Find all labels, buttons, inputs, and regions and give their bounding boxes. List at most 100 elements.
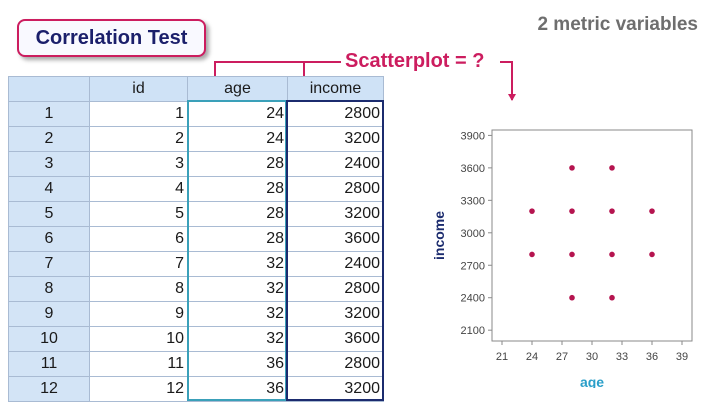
- cell-id[interactable]: 6: [89, 226, 188, 252]
- x-tick-label: 39: [676, 351, 688, 363]
- table-row: 6 6 28 3600: [8, 226, 384, 252]
- header-row: id age income: [8, 76, 384, 102]
- cell-income[interactable]: 3600: [287, 226, 384, 252]
- x-tick-label: 36: [646, 351, 658, 363]
- x-tick-label: 33: [616, 351, 628, 363]
- cell-age[interactable]: 32: [187, 301, 288, 327]
- data-point: [529, 208, 535, 214]
- cell-income[interactable]: 3600: [287, 326, 384, 352]
- scatterplot-callout: Scatterplot = ?: [345, 50, 485, 72]
- subtitle: 2 metric variables: [537, 14, 698, 35]
- y-tick-label: 3000: [461, 228, 485, 240]
- row-number[interactable]: 6: [8, 226, 90, 252]
- cell-income[interactable]: 3200: [287, 126, 384, 152]
- cell-id[interactable]: 11: [89, 351, 188, 377]
- cell-age[interactable]: 36: [187, 376, 288, 402]
- grid-corner-cell[interactable]: [8, 76, 90, 102]
- column-header-income[interactable]: income: [287, 76, 384, 102]
- data-point: [609, 251, 615, 258]
- table-row: 3 3 28 2400: [8, 151, 384, 177]
- table-row: 10 10 32 3600: [8, 326, 384, 352]
- cell-age[interactable]: 28: [187, 201, 288, 227]
- table-row: 2 2 24 3200: [8, 126, 384, 152]
- row-number[interactable]: 4: [8, 176, 90, 202]
- cell-id[interactable]: 3: [89, 151, 188, 177]
- cell-age[interactable]: 24: [187, 101, 288, 127]
- data-point: [569, 251, 575, 258]
- cell-age[interactable]: 32: [187, 326, 288, 352]
- table-row: 7 7 32 2400: [8, 251, 384, 277]
- row-number[interactable]: 5: [8, 201, 90, 227]
- table-row: 1 1 24 2800: [8, 101, 384, 127]
- x-tick-label: 30: [586, 351, 598, 363]
- cell-id[interactable]: 4: [89, 176, 188, 202]
- cell-age[interactable]: 36: [187, 351, 288, 377]
- table-row: 5 5 28 3200: [8, 201, 384, 227]
- cell-income[interactable]: 2800: [287, 101, 384, 127]
- row-number[interactable]: 8: [8, 276, 90, 302]
- table-row: 8 8 32 2800: [8, 276, 384, 302]
- cell-age[interactable]: 28: [187, 226, 288, 252]
- y-tick-label: 2400: [461, 293, 485, 305]
- row-number[interactable]: 1: [8, 101, 90, 127]
- cell-id[interactable]: 2: [89, 126, 188, 152]
- cell-id[interactable]: 7: [89, 251, 188, 277]
- row-number[interactable]: 2: [8, 126, 90, 152]
- table-row: 9 9 32 3200: [8, 301, 384, 327]
- data-point: [649, 251, 655, 258]
- data-point: [609, 294, 615, 301]
- x-tick-label: 27: [556, 351, 568, 363]
- cell-id[interactable]: 8: [89, 276, 188, 302]
- row-number[interactable]: 7: [8, 251, 90, 277]
- table-row: 12 12 36 3200: [8, 376, 384, 402]
- data-grid: id age income 1 1 24 2800 2 2 24 3200 3 3 28 2400 4 4…: [8, 76, 384, 402]
- x-tick-label: 24: [526, 351, 538, 363]
- cell-income[interactable]: 2800: [287, 176, 384, 202]
- cell-income[interactable]: 3200: [287, 201, 384, 227]
- cell-id[interactable]: 5: [89, 201, 188, 227]
- y-axis-label: income: [431, 211, 447, 260]
- cell-id[interactable]: 12: [89, 376, 188, 402]
- x-tick-label: 21: [496, 351, 508, 363]
- cell-income[interactable]: 3200: [287, 301, 384, 327]
- cell-income[interactable]: 2400: [287, 251, 384, 277]
- cell-id[interactable]: 9: [89, 301, 188, 327]
- cell-id[interactable]: 1: [89, 101, 188, 127]
- data-point: [649, 208, 655, 214]
- data-point: [529, 251, 535, 258]
- row-number[interactable]: 9: [8, 301, 90, 327]
- title-badge: Correlation Test: [17, 19, 206, 57]
- table-row: 4 4 28 2800: [8, 176, 384, 202]
- cell-income[interactable]: 2400: [287, 151, 384, 177]
- column-header-id[interactable]: id: [89, 76, 188, 102]
- cell-age[interactable]: 28: [187, 176, 288, 202]
- row-number[interactable]: 11: [8, 351, 90, 377]
- row-number[interactable]: 3: [8, 151, 90, 177]
- cell-income[interactable]: 2800: [287, 351, 384, 377]
- page-title: Correlation Test: [35, 26, 188, 49]
- cell-income[interactable]: 2800: [287, 276, 384, 302]
- table-row: 11 11 36 2800: [8, 351, 384, 377]
- cell-age[interactable]: 32: [187, 276, 288, 302]
- data-point: [609, 165, 615, 171]
- arrow-to-plot: [508, 94, 516, 101]
- y-tick-label: 3300: [461, 195, 485, 207]
- y-tick-label: 3900: [461, 130, 485, 142]
- row-number[interactable]: 10: [8, 326, 90, 352]
- scatterplot: 21 24 27 30 33 36 39 2100 2400 2700 3000 3300 3600 39…: [431, 129, 693, 388]
- data-point: [569, 165, 575, 171]
- cell-age[interactable]: 24: [187, 126, 288, 152]
- column-header-age[interactable]: age: [187, 76, 288, 102]
- cell-id[interactable]: 10: [89, 326, 188, 352]
- cell-income[interactable]: 3200: [287, 376, 384, 402]
- cell-age[interactable]: 28: [187, 151, 288, 177]
- data-point: [609, 208, 615, 214]
- cell-age[interactable]: 32: [187, 251, 288, 277]
- row-number[interactable]: 12: [8, 376, 90, 402]
- y-tick-label: 2100: [461, 325, 485, 337]
- y-tick-label: 3600: [461, 163, 485, 175]
- data-point: [569, 208, 575, 214]
- x-axis-label: age: [580, 374, 604, 388]
- y-tick-label: 2700: [461, 260, 485, 272]
- data-point: [569, 294, 575, 301]
